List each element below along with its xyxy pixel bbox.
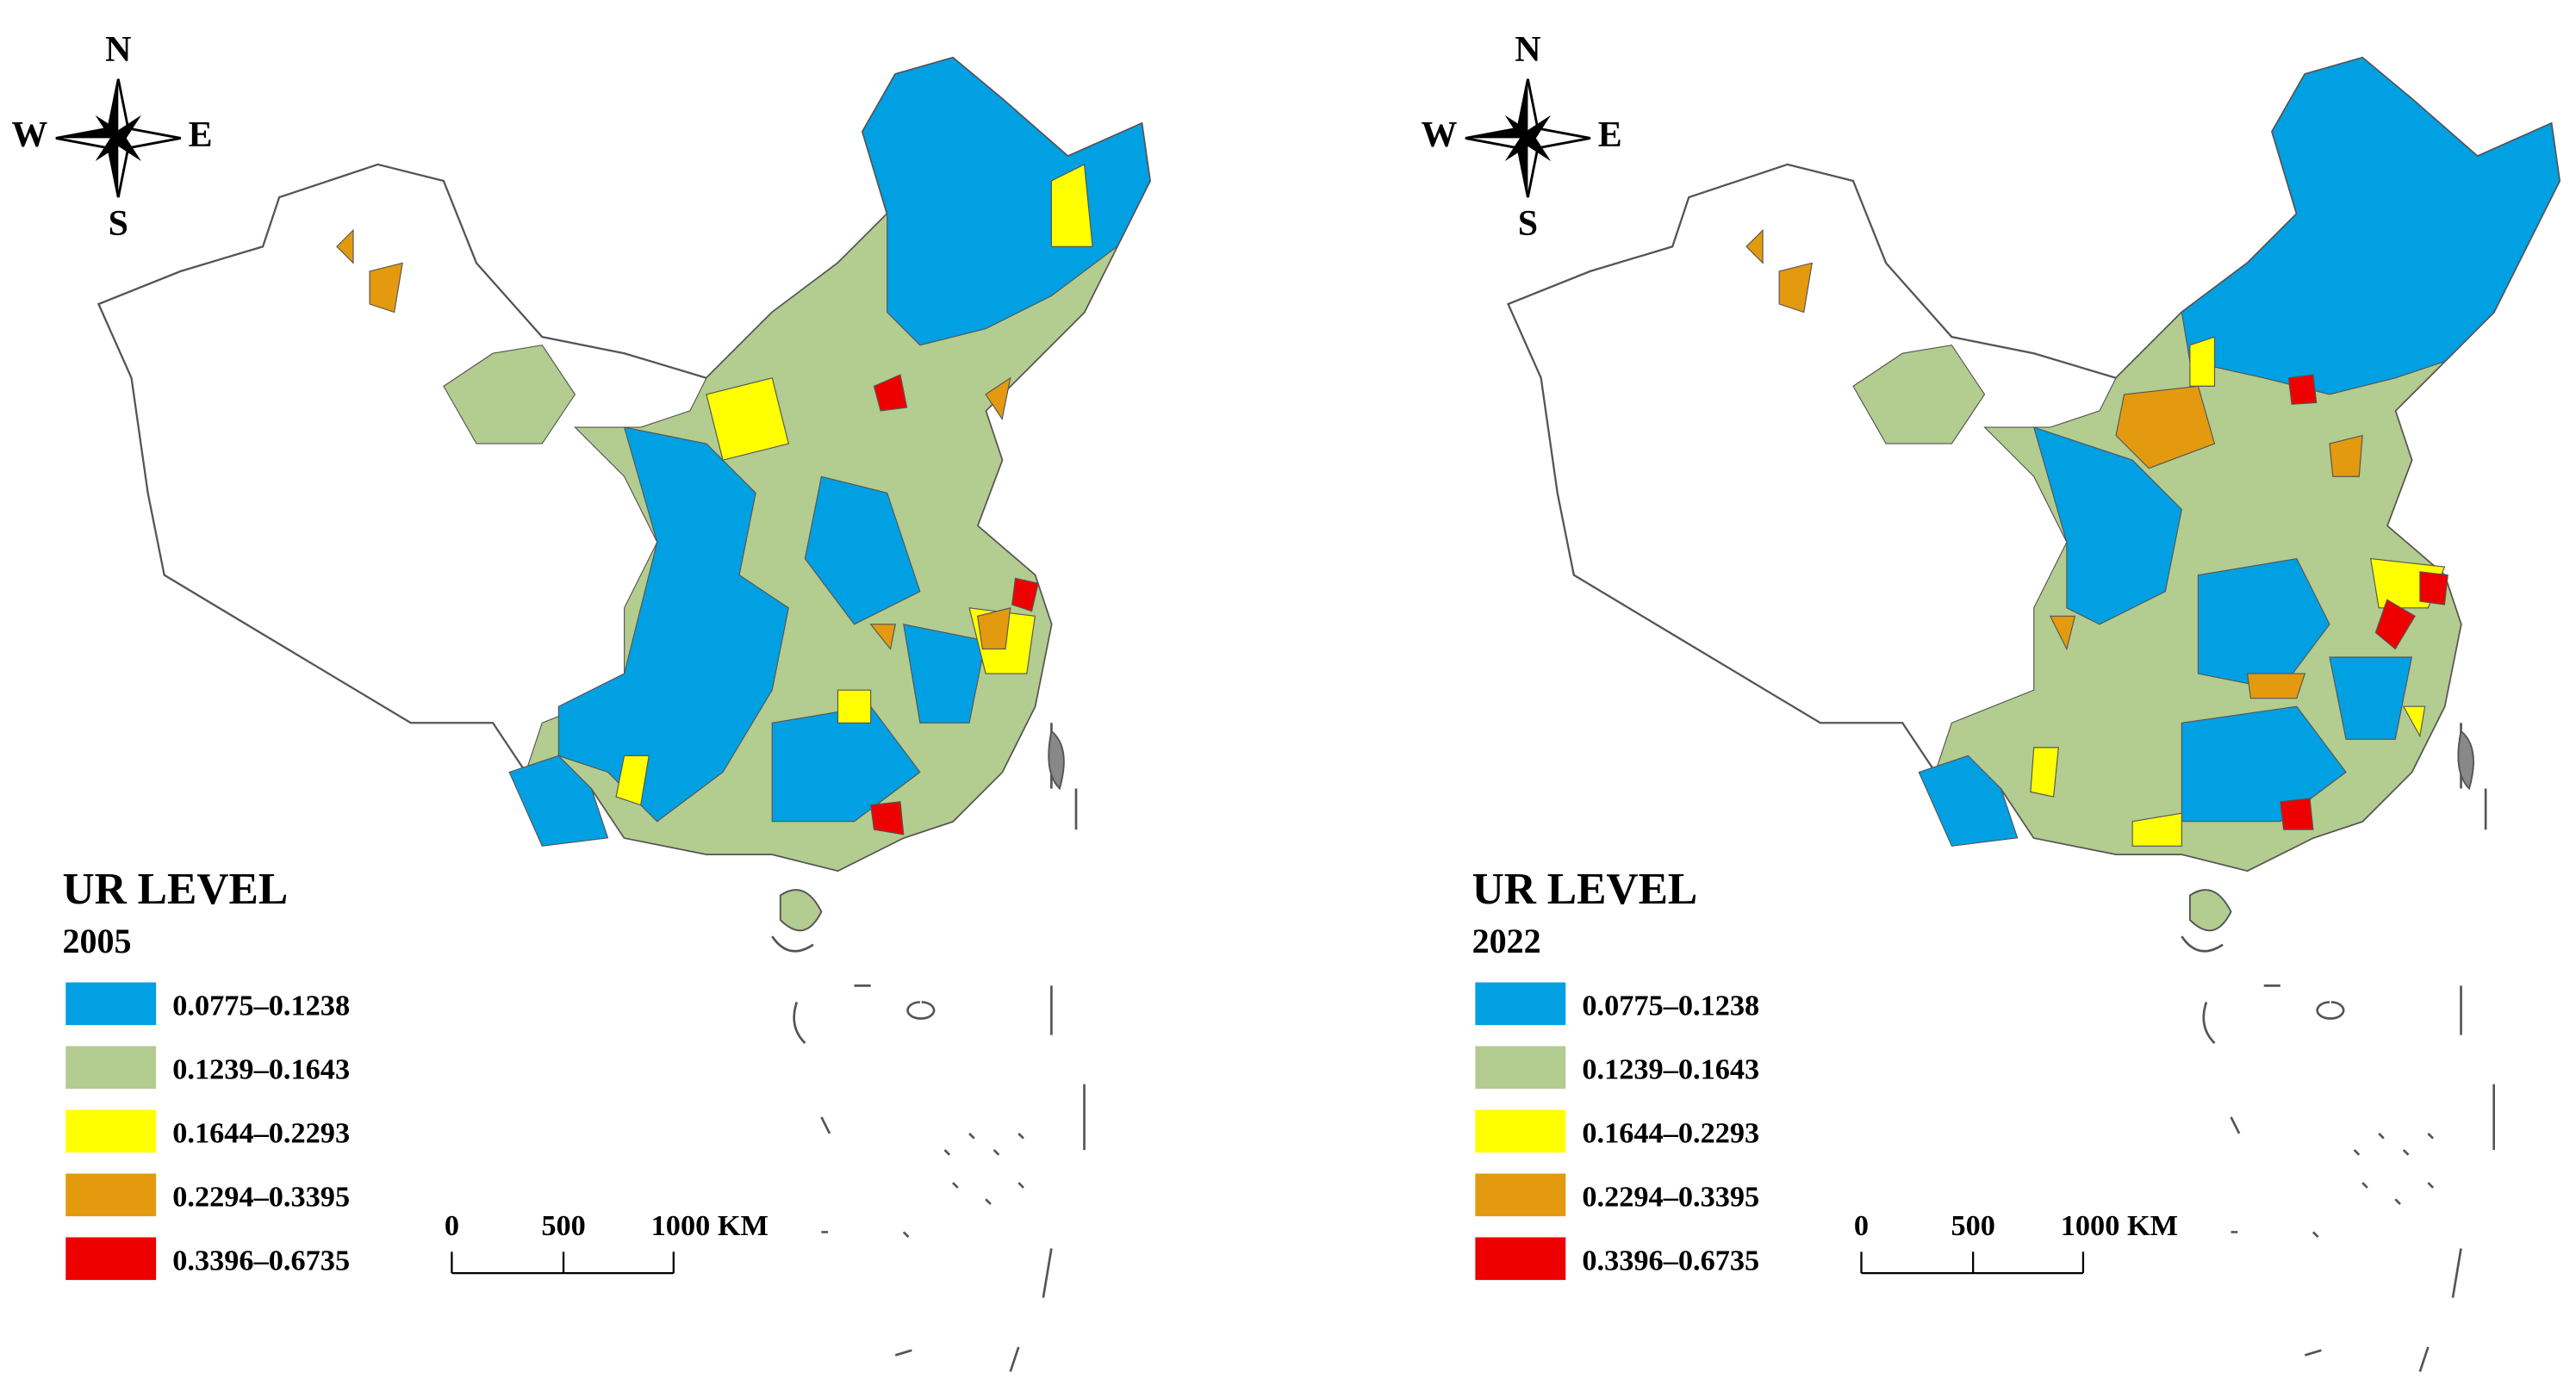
legend-year: 2022 bbox=[1472, 922, 1541, 960]
compass-label: N bbox=[1515, 30, 1540, 70]
region-layer bbox=[2280, 374, 2448, 830]
compass-diag bbox=[95, 115, 141, 162]
compass-label: W bbox=[11, 115, 47, 155]
legend-swatch bbox=[1475, 982, 1566, 1026]
legend-title: UR LEVEL bbox=[62, 865, 288, 914]
compass-label: W bbox=[1421, 115, 1457, 155]
scale-label: 1000 KM bbox=[651, 1209, 768, 1242]
compass-label: S bbox=[109, 204, 128, 244]
region bbox=[1852, 345, 1986, 444]
scale-label: 1000 KM bbox=[2061, 1209, 2178, 1242]
scale-label: 500 bbox=[541, 1209, 585, 1242]
legend-title: UR LEVEL bbox=[1472, 865, 1698, 914]
legend-label: 0.1644–0.2293 bbox=[172, 1117, 350, 1150]
compass-label: S bbox=[1518, 204, 1538, 244]
compass: N S W E bbox=[1421, 30, 1621, 244]
legend-swatch bbox=[65, 1109, 157, 1153]
region-layer bbox=[870, 374, 1039, 835]
legend-label: 0.0775–0.1238 bbox=[172, 990, 350, 1022]
compass-label: E bbox=[1598, 115, 1622, 155]
scale-label: 500 bbox=[1951, 1209, 1994, 1242]
legend-swatch bbox=[65, 1237, 157, 1281]
panel-annotations: N S W E UR LEVEL 2005 0.0775–0.1238 0.1239–0.16… bbox=[11, 30, 768, 1281]
map-panel-2022 bbox=[1507, 56, 2561, 1373]
region-layer bbox=[2030, 336, 2446, 847]
region-layer bbox=[1918, 57, 2560, 847]
legend-label: 0.0775–0.1238 bbox=[1582, 990, 1759, 1022]
overlays: N S W E UR LEVEL 2005 0.0775–0.1238 0.1239–0.16… bbox=[11, 30, 2178, 1281]
scale-label: 0 bbox=[1854, 1209, 1869, 1242]
legend-swatch bbox=[1475, 1046, 1566, 1090]
compass-label: N bbox=[105, 30, 131, 70]
legend-swatch bbox=[65, 982, 157, 1026]
panel-annotations: N S W E UR LEVEL 2022 0.0775–0.1238 0.1239–0.16… bbox=[1421, 30, 2178, 1281]
scale-label: 0 bbox=[445, 1209, 459, 1242]
legend-label: 0.1644–0.2293 bbox=[1582, 1117, 1759, 1150]
region bbox=[443, 345, 576, 444]
region-layer bbox=[1745, 228, 2363, 699]
legend-label: 0.2294–0.3395 bbox=[172, 1181, 350, 1214]
legend-swatch bbox=[1475, 1173, 1566, 1217]
region-layer bbox=[508, 57, 1151, 847]
compass-diag bbox=[1504, 115, 1552, 162]
legend-label: 0.1239–0.1643 bbox=[172, 1053, 350, 1086]
region-layer bbox=[336, 228, 1011, 650]
legend-label: 0.3396–0.6735 bbox=[172, 1245, 350, 1277]
legend-swatch bbox=[65, 1046, 157, 1090]
legend-label: 0.2294–0.3395 bbox=[1582, 1181, 1759, 1214]
legend-swatch bbox=[65, 1173, 157, 1217]
legend-label: 0.3396–0.6735 bbox=[1582, 1245, 1759, 1277]
legend-swatch bbox=[1475, 1237, 1566, 1281]
compass-label: E bbox=[189, 115, 213, 155]
legend-swatch bbox=[1475, 1109, 1566, 1153]
legend-label: 0.1239–0.1643 bbox=[1582, 1053, 1759, 1086]
compass: N S W E bbox=[11, 30, 212, 244]
map-panel-2005 bbox=[97, 56, 1151, 1373]
legend-year: 2005 bbox=[62, 922, 131, 960]
